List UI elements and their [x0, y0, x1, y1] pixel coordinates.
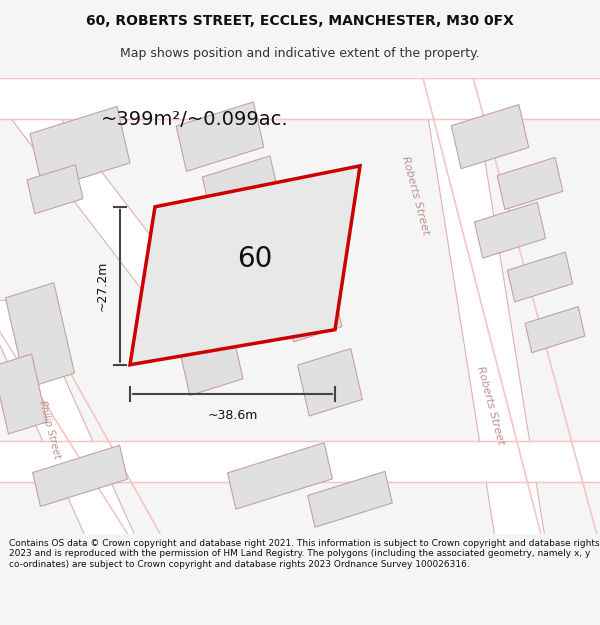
Text: 60: 60	[238, 246, 272, 274]
Polygon shape	[278, 259, 342, 342]
Polygon shape	[0, 78, 200, 301]
Text: Roberts Street: Roberts Street	[400, 155, 430, 236]
Polygon shape	[130, 166, 360, 365]
Polygon shape	[177, 322, 243, 396]
Polygon shape	[525, 307, 585, 352]
Polygon shape	[0, 78, 600, 119]
Polygon shape	[202, 156, 278, 211]
Polygon shape	[30, 106, 130, 190]
Polygon shape	[5, 282, 74, 388]
Polygon shape	[308, 471, 392, 528]
Polygon shape	[508, 252, 572, 302]
Polygon shape	[420, 66, 550, 569]
Text: Map shows position and indicative extent of the property.: Map shows position and indicative extent…	[120, 48, 480, 61]
Polygon shape	[176, 102, 264, 171]
Text: Philip Street: Philip Street	[37, 399, 62, 459]
Polygon shape	[298, 349, 362, 416]
Polygon shape	[32, 445, 127, 506]
Polygon shape	[475, 202, 545, 258]
Polygon shape	[27, 165, 83, 214]
Text: ~27.2m: ~27.2m	[95, 261, 109, 311]
Text: ~38.6m: ~38.6m	[208, 409, 257, 421]
Polygon shape	[497, 158, 563, 209]
Polygon shape	[451, 104, 529, 169]
Text: Contains OS data © Crown copyright and database right 2021. This information is : Contains OS data © Crown copyright and d…	[9, 539, 599, 569]
Text: ~399m²/~0.099ac.: ~399m²/~0.099ac.	[101, 109, 289, 129]
Polygon shape	[162, 228, 238, 326]
Polygon shape	[227, 442, 332, 509]
Polygon shape	[0, 441, 600, 482]
Text: 60, ROBERTS STREET, ECCLES, MANCHESTER, M30 0FX: 60, ROBERTS STREET, ECCLES, MANCHESTER, …	[86, 14, 514, 28]
Polygon shape	[0, 301, 150, 569]
Text: Roberts Street: Roberts Street	[475, 365, 505, 446]
Polygon shape	[0, 354, 47, 434]
